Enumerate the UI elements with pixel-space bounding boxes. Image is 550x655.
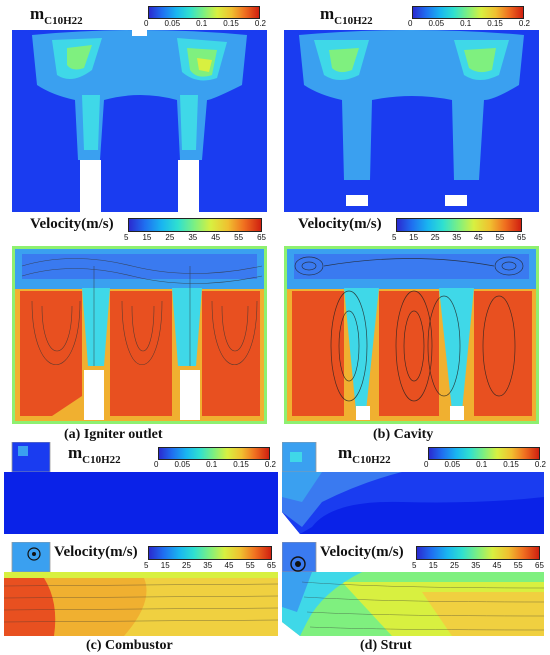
caption-a: (a) Igniter outlet xyxy=(64,427,163,442)
fuel-colorbar-ticks-a: 0 0.05 0.1 0.15 0.2 xyxy=(144,19,266,28)
fuel-colorbar-ticks-b: 0 0.05 0.1 0.15 0.2 xyxy=(408,19,530,28)
velocity-tick: 15 xyxy=(428,561,438,570)
velocity-tick: 35 xyxy=(203,561,213,570)
velocity-tick: 25 xyxy=(450,561,459,570)
velocity-tick: 55 xyxy=(495,233,505,242)
fuel-tick: 0.15 xyxy=(487,19,503,28)
velocity-tick: 15 xyxy=(142,233,152,242)
velocity-colorbar-a xyxy=(128,218,262,232)
velocity-colorbar-ticks-a: 5 15 25 35 45 55 65 xyxy=(124,233,266,242)
velocity-colorbar-ticks-c: 5 15 25 35 45 55 65 xyxy=(144,561,276,570)
velocity-label-a: Velocity(m/s) xyxy=(30,216,114,232)
velocity-tick: 55 xyxy=(234,233,244,242)
velocity-tick: 15 xyxy=(160,561,170,570)
fuel-fraction-label-d: mC10H22 xyxy=(338,443,391,466)
velocity-tick: 65 xyxy=(535,561,544,570)
velocity-label-b: Velocity(m/s) xyxy=(298,216,382,232)
velocity-tick: 25 xyxy=(165,233,175,242)
fuel-colorbar-a xyxy=(148,6,260,19)
fuel-contour-strut xyxy=(282,442,544,534)
fuel-colorbar-d xyxy=(428,447,540,460)
fuel-tick: 0.05 xyxy=(174,460,191,469)
velocity-tick: 55 xyxy=(245,561,255,570)
fuel-colorbar-ticks-c: 0 0.05 0.1 0.15 0.2 xyxy=(154,460,276,469)
velocity-tick: 35 xyxy=(452,233,462,242)
velocity-colorbar-d xyxy=(416,546,540,560)
fuel-tick: 0.1 xyxy=(476,460,488,469)
velocity-tick: 25 xyxy=(430,233,440,242)
fuel-tick: 0.2 xyxy=(534,460,546,469)
fuel-tick: 0.15 xyxy=(223,19,239,28)
fuel-tick: 0 xyxy=(424,460,429,469)
fuel-tick: 0.05 xyxy=(444,460,461,469)
fuel-colorbar-b xyxy=(412,6,524,19)
velocity-tick: 55 xyxy=(513,561,523,570)
fuel-tick: 0 xyxy=(408,19,413,28)
fuel-tick: 0.2 xyxy=(518,19,530,28)
velocity-colorbar-c xyxy=(148,546,272,560)
fuel-fraction-label-a: mC10H22 xyxy=(30,4,83,27)
velocity-tick: 45 xyxy=(224,561,234,570)
fuel-colorbar-c xyxy=(158,447,270,460)
fuel-tick: 0.1 xyxy=(196,19,208,28)
fuel-tick: 0 xyxy=(154,460,159,469)
velocity-label-c: Velocity(m/s) xyxy=(54,544,138,560)
fuel-colorbar-ticks-d: 0 0.05 0.1 0.15 0.2 xyxy=(424,460,546,469)
velocity-colorbar-ticks-d: 5 15 25 35 45 55 65 xyxy=(412,561,544,570)
velocity-tick: 5 xyxy=(124,233,129,242)
caption-b: (b) Cavity xyxy=(373,427,434,442)
velocity-tick: 65 xyxy=(517,233,526,242)
velocity-tick: 15 xyxy=(409,233,419,242)
caption-c: (c) Combustor xyxy=(86,638,173,653)
fuel-tick: 0.05 xyxy=(428,19,445,28)
fuel-contour-igniter-outlet xyxy=(12,30,267,212)
velocity-tick: 45 xyxy=(473,233,483,242)
velocity-tick: 45 xyxy=(492,561,502,570)
fuel-tick: 0.2 xyxy=(254,19,266,28)
velocity-tick: 35 xyxy=(188,233,198,242)
fuel-tick: 0.2 xyxy=(264,460,276,469)
fuel-fraction-label-b: mC10H22 xyxy=(320,4,373,27)
fuel-tick: 0.15 xyxy=(503,460,519,469)
fuel-tick: 0.1 xyxy=(460,19,472,28)
velocity-tick: 25 xyxy=(182,561,191,570)
fuel-tick: 0.15 xyxy=(233,460,249,469)
fuel-tick: 0.1 xyxy=(206,460,218,469)
caption-d: (d) Strut xyxy=(360,638,412,653)
velocity-tick: 35 xyxy=(471,561,481,570)
velocity-tick: 65 xyxy=(267,561,276,570)
velocity-tick: 5 xyxy=(412,561,417,570)
fuel-tick: 0 xyxy=(144,19,149,28)
velocity-tick: 5 xyxy=(144,561,149,570)
velocity-colorbar-ticks-b: 5 15 25 35 45 55 65 xyxy=(392,233,526,242)
velocity-contour-cavity xyxy=(284,246,539,424)
velocity-colorbar-b xyxy=(396,218,522,232)
velocity-label-d: Velocity(m/s) xyxy=(320,544,404,560)
velocity-contour-igniter-outlet xyxy=(12,246,267,424)
fuel-contour-cavity xyxy=(284,30,539,212)
fuel-tick: 0.05 xyxy=(164,19,181,28)
velocity-tick: 5 xyxy=(392,233,397,242)
velocity-tick: 45 xyxy=(211,233,221,242)
velocity-tick: 65 xyxy=(257,233,266,242)
fuel-fraction-label-c: mC10H22 xyxy=(68,443,121,466)
